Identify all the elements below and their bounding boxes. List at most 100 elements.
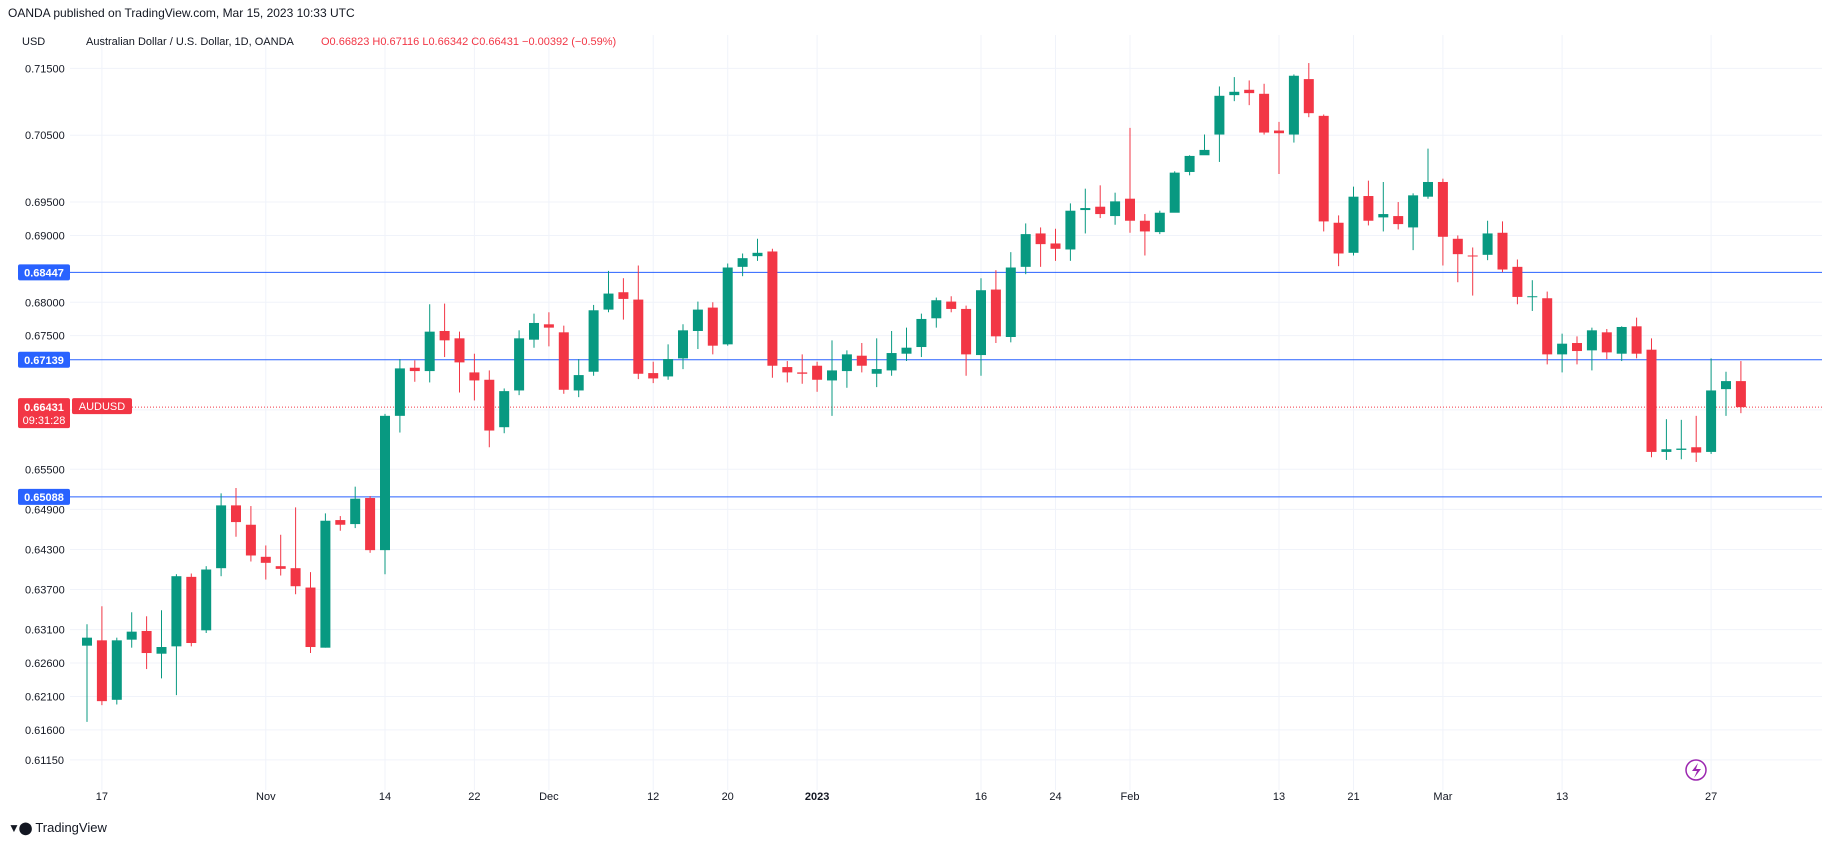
candle[interactable] <box>1333 215 1344 267</box>
candle[interactable] <box>484 370 495 448</box>
candle[interactable] <box>812 361 823 392</box>
candle[interactable] <box>1542 291 1553 365</box>
candle[interactable] <box>201 566 212 633</box>
candle[interactable] <box>1557 333 1568 373</box>
candle[interactable] <box>1303 63 1314 118</box>
candle[interactable] <box>1095 185 1106 219</box>
candle[interactable] <box>1035 227 1046 267</box>
candle[interactable] <box>990 270 1001 344</box>
candle[interactable] <box>1646 338 1657 458</box>
candle[interactable] <box>1184 155 1195 176</box>
candle[interactable] <box>126 612 137 648</box>
candle[interactable] <box>1378 181 1389 232</box>
candle[interactable] <box>1259 83 1270 135</box>
candle[interactable] <box>678 324 688 370</box>
candle[interactable] <box>1631 317 1642 359</box>
candle[interactable] <box>692 301 703 350</box>
candle[interactable] <box>767 248 778 378</box>
candle[interactable] <box>648 361 659 384</box>
candle[interactable] <box>1706 358 1717 454</box>
candle[interactable] <box>1661 419 1672 460</box>
candle[interactable] <box>320 513 331 648</box>
candle[interactable] <box>558 325 569 394</box>
time-axis[interactable]: 17 Nov 14 22 Dec 12 20 2023 16 24 Feb 13 21 Mar 13 27 <box>96 791 1717 803</box>
candle[interactable] <box>216 493 227 577</box>
candle[interactable] <box>1229 77 1240 102</box>
candle[interactable] <box>1139 214 1150 256</box>
candle[interactable] <box>1214 86 1225 162</box>
candle[interactable] <box>1721 371 1731 416</box>
candle[interactable] <box>1110 192 1121 225</box>
candle[interactable] <box>1408 193 1419 251</box>
candle[interactable] <box>871 338 882 388</box>
candle[interactable] <box>841 350 852 388</box>
candle[interactable] <box>827 340 837 416</box>
candle[interactable] <box>290 507 301 595</box>
candle[interactable] <box>424 304 435 383</box>
candle[interactable] <box>260 545 271 580</box>
candle[interactable] <box>633 265 644 380</box>
candle[interactable] <box>1497 221 1508 273</box>
candle[interactable] <box>722 263 733 346</box>
candle[interactable] <box>96 606 107 706</box>
candle[interactable] <box>1169 171 1180 213</box>
candle[interactable] <box>1288 74 1299 143</box>
candle[interactable] <box>1676 419 1687 460</box>
candle[interactable] <box>1318 114 1329 232</box>
candle[interactable] <box>469 353 480 401</box>
candle[interactable] <box>529 313 539 348</box>
candle[interactable] <box>394 359 405 433</box>
candle[interactable] <box>1125 127 1135 233</box>
candle[interactable] <box>543 312 554 347</box>
candle[interactable] <box>856 343 867 373</box>
candle[interactable] <box>976 278 986 376</box>
candle[interactable] <box>380 413 390 575</box>
candle[interactable] <box>961 305 972 376</box>
candle[interactable] <box>1601 328 1612 360</box>
candle[interactable] <box>1527 280 1538 311</box>
candle[interactable] <box>1020 223 1031 275</box>
candle[interactable] <box>1274 121 1284 174</box>
candle[interactable] <box>1616 326 1627 362</box>
candle[interactable] <box>752 238 763 261</box>
candle[interactable] <box>901 327 912 362</box>
candle[interactable] <box>499 388 510 434</box>
candle[interactable] <box>245 506 256 562</box>
candle[interactable] <box>409 360 420 382</box>
candle[interactable] <box>1065 203 1076 261</box>
candle[interactable] <box>916 313 927 358</box>
candle[interactable] <box>946 296 957 313</box>
candle[interactable] <box>1735 361 1746 414</box>
candle[interactable] <box>1452 235 1463 283</box>
candle[interactable] <box>1586 327 1597 371</box>
candle[interactable] <box>82 624 92 722</box>
candle[interactable] <box>305 572 316 654</box>
candle[interactable] <box>1080 188 1091 234</box>
candle[interactable] <box>1199 134 1210 156</box>
candle[interactable] <box>141 616 152 670</box>
lightning-icon[interactable] <box>1685 759 1707 781</box>
footer-brand[interactable]: ▼⬤ TradingView <box>8 820 107 835</box>
candle[interactable] <box>707 302 718 355</box>
candle[interactable] <box>439 303 450 358</box>
candle[interactable] <box>335 516 346 531</box>
candle[interactable] <box>454 331 465 393</box>
candle[interactable] <box>886 330 897 376</box>
candle[interactable] <box>1437 178 1448 266</box>
candle[interactable] <box>231 488 241 537</box>
price-axis[interactable]: 0.61150 0.61600 0.62100 0.62600 0.63100 0.637… <box>25 63 65 767</box>
candle[interactable] <box>111 637 122 705</box>
candle[interactable] <box>603 270 614 313</box>
candle[interactable] <box>1363 180 1374 226</box>
candle[interactable] <box>1512 259 1523 305</box>
candle[interactable] <box>1467 247 1478 296</box>
candle[interactable] <box>1154 210 1165 235</box>
candle[interactable] <box>186 573 197 647</box>
candle[interactable] <box>782 361 793 383</box>
candle[interactable] <box>588 304 599 376</box>
candle[interactable] <box>573 359 584 398</box>
candle[interactable] <box>618 278 629 320</box>
candle[interactable] <box>737 253 748 277</box>
candle[interactable] <box>1348 186 1359 256</box>
